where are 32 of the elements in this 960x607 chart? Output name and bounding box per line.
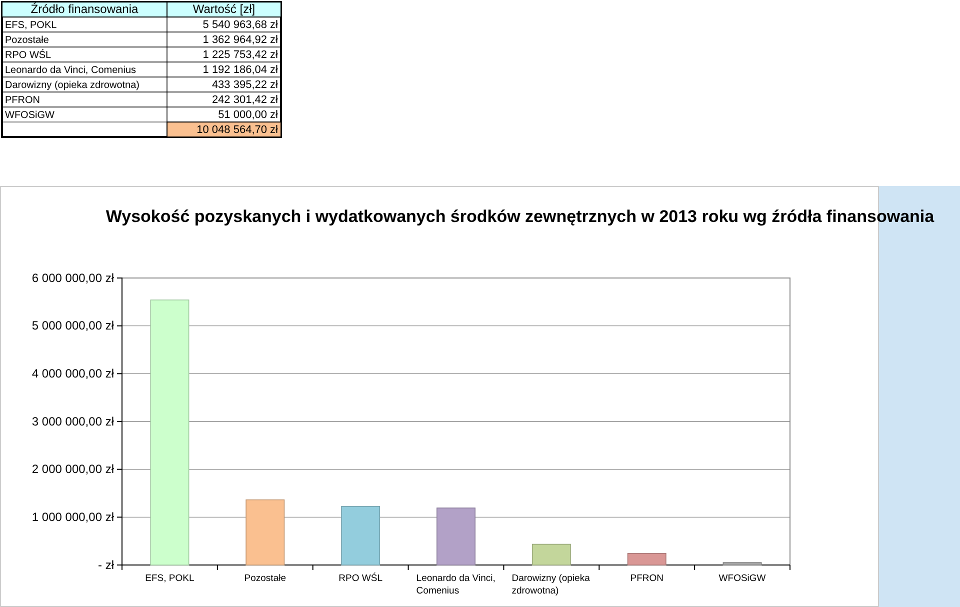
- category-label: Pozostałe: [5, 35, 49, 46]
- category-label: Darowizny (opieka zdrowotna): [5, 80, 140, 91]
- text: Źródło finansowania: [30, 2, 139, 16]
- x-tick-label: Darowizny (opieka zdrowotna): [512, 573, 591, 596]
- text: 1 362 964,92 zł: [202, 34, 279, 46]
- text: Wartość [zł]: [192, 2, 256, 16]
- category-label: PFRON: [5, 95, 40, 106]
- y-tick-label: - zł: [98, 558, 114, 572]
- x-tick-label: Pozostałe: [244, 573, 286, 584]
- category-label: EFS, POKL: [5, 20, 57, 31]
- chart-title: Wysokość pozyskanych i wydatkowanych środków zewnętrznych w 2013 roku wg źródła finansowania: [106, 207, 935, 226]
- x-tick-label: EFS, POKL: [145, 573, 194, 584]
- text: 51 000,00 zł: [218, 109, 279, 121]
- text: 5 540 963,68 zł: [202, 19, 279, 31]
- y-tick-label: 1 000 000,00 zł: [32, 510, 114, 524]
- x-tick-label: WFOSiGW: [718, 573, 766, 584]
- text: 433 395,22 zł: [212, 79, 279, 91]
- y-tick-label: 2 000 000,00 zł: [32, 462, 114, 476]
- y-tick-label: 4 000 000,00 zł: [32, 366, 114, 381]
- y-tick-label: 6 000 000,00 zł: [32, 270, 114, 285]
- category-label: WFOSiGW: [5, 110, 54, 121]
- text: 1 225 753,42 zł: [202, 49, 279, 61]
- x-tick-label: RPO WŚL: [338, 572, 382, 584]
- x-tick-label: Leonardo da Vinci, Comenius: [416, 573, 496, 596]
- y-tick-label: 5 000 000,00 zł: [32, 318, 114, 333]
- text: 10 048 564,70 zł: [196, 124, 279, 136]
- category-label: RPO WŚL: [5, 50, 52, 61]
- category-label: Leonardo da Vinci, Comenius: [5, 65, 136, 76]
- x-tick-label: PFRON: [630, 573, 664, 584]
- y-tick-label: 3 000 000,00 zł: [32, 414, 114, 428]
- text: 242 301,42 zł: [212, 94, 279, 106]
- text: 1 192 186,04 zł: [202, 64, 279, 76]
